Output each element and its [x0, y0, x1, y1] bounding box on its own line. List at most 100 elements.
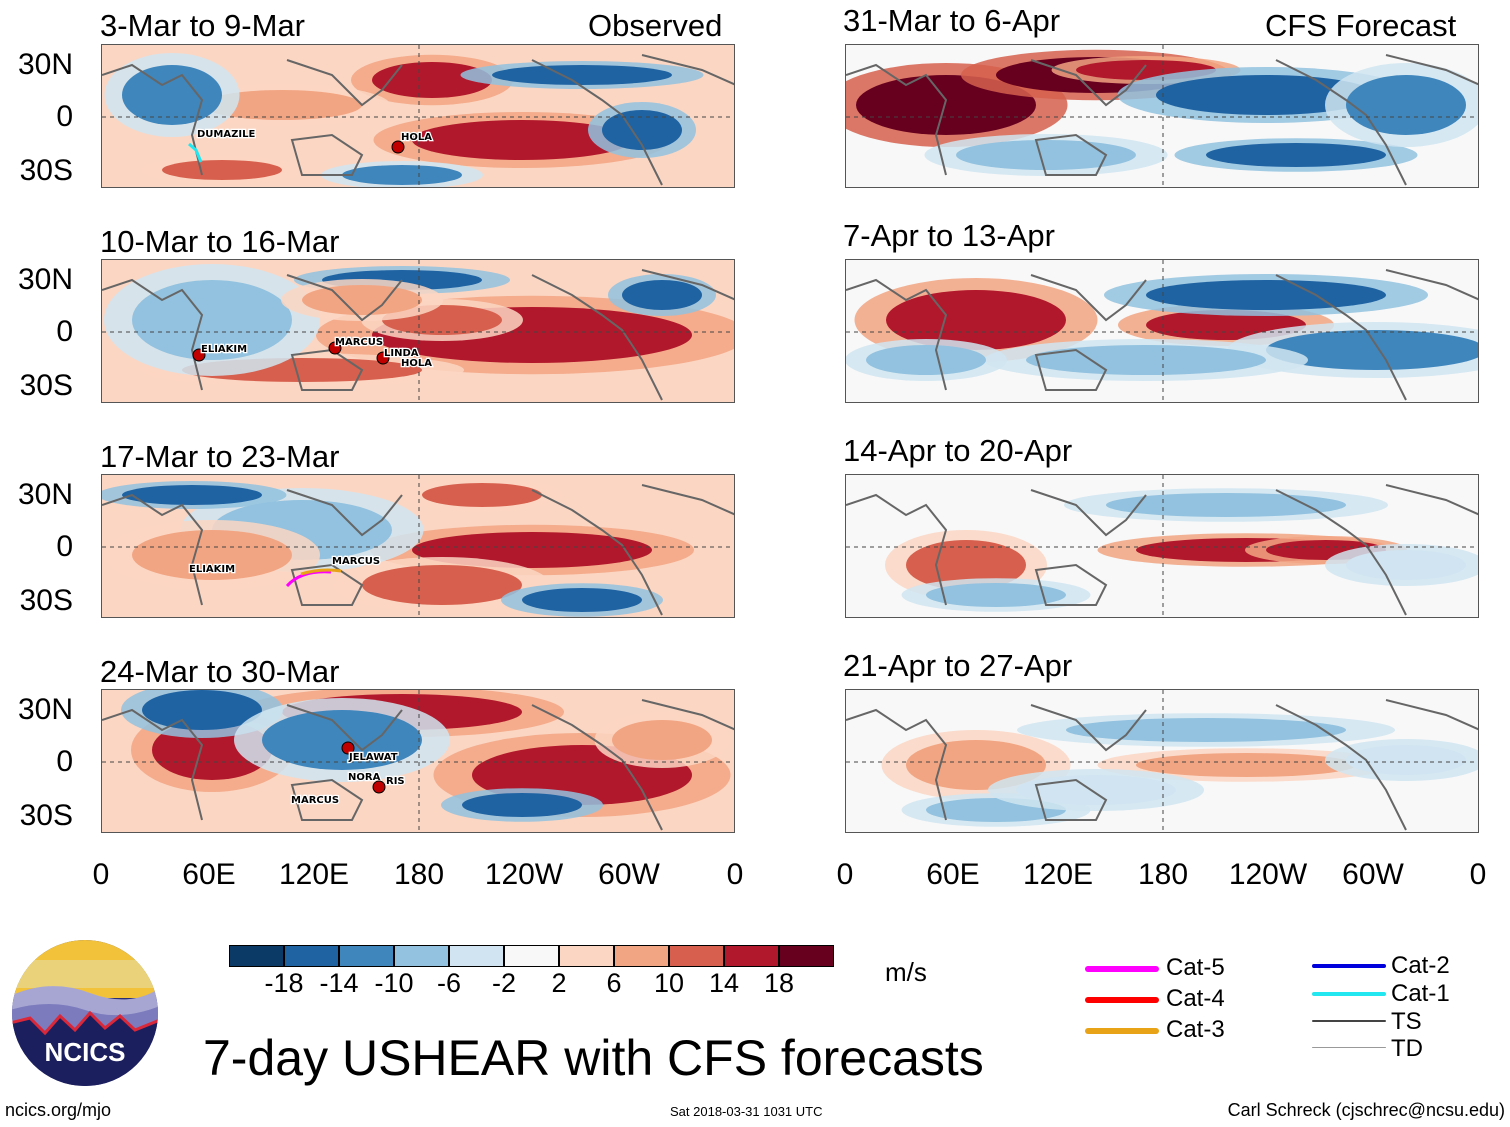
shear-contour [956, 140, 1136, 170]
coastline [531, 704, 663, 831]
forecast-panel-title: 14-Apr to 20-Apr [843, 433, 1073, 468]
shear-contour [926, 583, 1066, 607]
forecast-map-panel [845, 689, 1479, 833]
footer-author: Carl Schreck (cjschrec@ncsu.edu) [1227, 1100, 1505, 1120]
coastline [1030, 59, 1147, 107]
shear-contour [602, 110, 682, 150]
storm-marker-icon [376, 351, 390, 365]
shear-contour [342, 165, 462, 185]
shear-contour [906, 540, 1026, 590]
colorbar-tick: -18 [264, 968, 304, 998]
lat-label-0: 0 [56, 745, 73, 778]
shear-contour [866, 345, 986, 375]
coastline [1275, 274, 1407, 401]
lon-label: 180 [1137, 858, 1189, 891]
storm-track [188, 142, 203, 163]
coastline [290, 348, 364, 391]
storm-marker-icon [391, 140, 405, 154]
coastline [286, 274, 403, 322]
shear-contour [262, 710, 422, 770]
observed-panel-title: 17-Mar to 23-Mar [100, 439, 340, 474]
colorbar-swatch [284, 945, 339, 967]
lat-label-30n: 30N [17, 48, 73, 81]
lon-label: 0 [92, 858, 110, 891]
colorbar-tick: -6 [436, 968, 461, 998]
forecast-label: CFS Forecast [1265, 8, 1457, 43]
storm-label: ELIAKIM [189, 564, 235, 575]
shear-contour [1346, 745, 1466, 775]
coastline [1385, 54, 1478, 86]
legend-swatch-cat1 [1312, 992, 1386, 996]
colorbar-swatch [614, 945, 669, 967]
colorbar-tick: 2 [551, 968, 567, 998]
lon-label: 0 [836, 858, 854, 891]
coastline [1034, 348, 1108, 391]
shear-contour [142, 690, 262, 730]
shear-contour [372, 62, 492, 98]
shear-field [102, 475, 734, 617]
storm-label: JELAWAT [348, 752, 398, 763]
coastline [641, 269, 734, 301]
shear-contour [122, 65, 222, 125]
coastline [641, 54, 734, 86]
legend-swatch-cat3 [1085, 1028, 1159, 1034]
coastline [102, 493, 204, 606]
shear-contour [132, 280, 292, 360]
coastline [286, 489, 403, 537]
shear-contour [622, 280, 702, 310]
coastline [1034, 778, 1108, 821]
coastline [286, 704, 403, 752]
shear-contour [362, 565, 522, 605]
storm-label: HOLA [401, 358, 432, 369]
lat-label-30n: 30N [17, 693, 73, 726]
main-title: 7-day USHEAR with CFS forecasts [203, 1030, 984, 1086]
legend-label: TD [1391, 1035, 1423, 1062]
storm-track [285, 570, 332, 588]
coastline [1030, 489, 1147, 537]
shear-contour [1146, 280, 1386, 310]
shear-contour [1026, 345, 1266, 375]
coastline [531, 59, 663, 186]
lon-label: 0 [726, 858, 744, 891]
shear-field [102, 45, 734, 187]
shear-contour [1136, 753, 1356, 777]
shear-contour [492, 65, 672, 85]
shear-contour [122, 485, 262, 505]
footer-url[interactable]: ncics.org/mjo [5, 1100, 112, 1120]
legend-swatch-td [1312, 1047, 1386, 1048]
legend-swatch-cat2 [1312, 964, 1386, 968]
colorbar-tick: 18 [763, 968, 795, 998]
lat-label-0: 0 [56, 530, 73, 563]
colorbar-swatch [394, 945, 449, 967]
lat-label-30s: 30S [19, 369, 73, 402]
forecast-panel-title: 31-Mar to 6-Apr [843, 3, 1061, 38]
colorbar-swatch [669, 945, 724, 967]
units-label: m/s [885, 957, 927, 987]
legend-label: TS [1391, 1008, 1422, 1035]
lon-label: 60E [182, 858, 236, 891]
legend-swatch-cat4 [1085, 997, 1159, 1003]
storm-label: MARCUS [335, 337, 383, 348]
forecast-panel-title: 7-Apr to 13-Apr [843, 218, 1055, 253]
footer-timestamp: Sat 2018-03-31 1031 UTC [670, 1104, 823, 1119]
lon-label: 60W [1342, 858, 1404, 891]
coastline [102, 63, 204, 176]
forecast-map-panel [845, 259, 1479, 403]
shear-contour [162, 160, 282, 180]
shear-contour [522, 588, 642, 612]
shear-contour [1346, 550, 1466, 580]
storm-overlay: JELAWAT NORA RIS MARCUS [290, 741, 406, 807]
colorbar-tick: -2 [491, 968, 516, 998]
shear-contour [1156, 75, 1376, 115]
lon-label: 120W [484, 858, 564, 891]
storm-overlay: DUMAZILE HOLA [188, 128, 433, 163]
legend-label: Cat-5 [1166, 954, 1225, 981]
forecast-map-panel [845, 474, 1479, 618]
coastline [846, 278, 948, 391]
observed-panel-title: 3-Mar to 9-Mar [100, 8, 305, 43]
lon-label: 0 [1469, 858, 1487, 891]
coastline [290, 133, 364, 176]
shear-field [846, 690, 1478, 832]
coastline [102, 708, 204, 821]
storm-label: DUMAZILE [197, 129, 255, 140]
